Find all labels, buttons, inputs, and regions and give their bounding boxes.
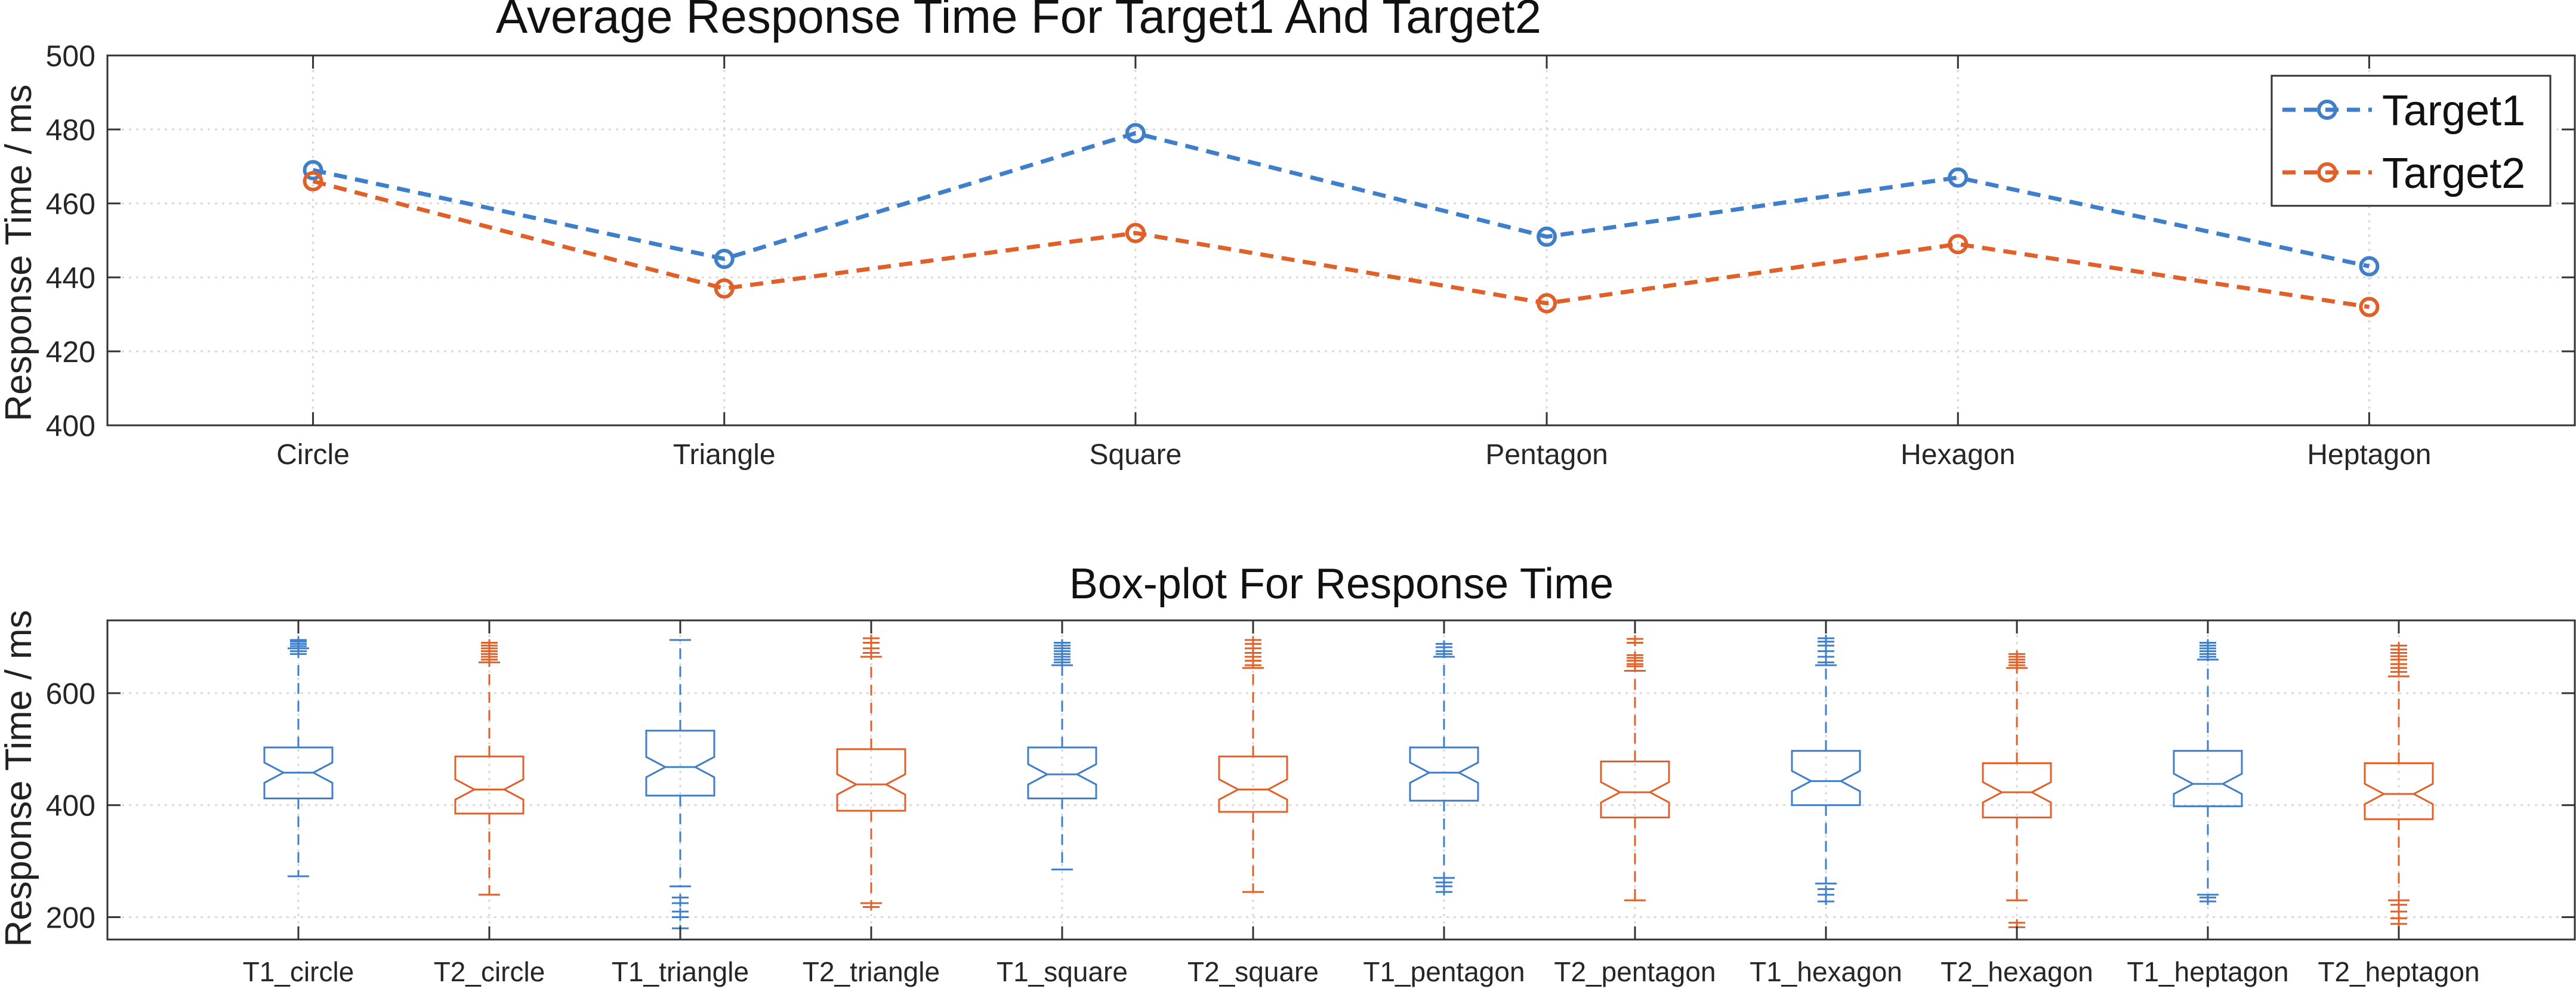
box-t1-square bbox=[1027, 639, 1097, 871]
box-t2-heptagon bbox=[2364, 642, 2434, 928]
line-chart-y-tick-label: 460 bbox=[46, 187, 95, 221]
line-chart-x-tick-label: Square bbox=[1090, 439, 1182, 471]
line-point-target1 bbox=[714, 249, 735, 269]
box-plot-background bbox=[107, 620, 2575, 940]
line-point-target2 bbox=[1948, 234, 1969, 255]
line-point-target2 bbox=[1125, 223, 1146, 243]
box-plot-x-tick-label: T1_square bbox=[997, 956, 1128, 987]
box-t2-square bbox=[1218, 636, 1288, 893]
box-t2-triangle bbox=[836, 635, 906, 911]
box-plot-plot-area: 200 400 600 T1_circle T2_circle T1_triangle T2… bbox=[46, 619, 2576, 987]
box-t1-hexagon bbox=[1791, 635, 1861, 906]
line-chart-legend bbox=[2270, 75, 2552, 207]
box-plot-x-tick-label: T1_circle bbox=[243, 956, 354, 987]
line-chart-x-tick-label: Hexagon bbox=[1901, 439, 2015, 471]
legend-label: Target1 bbox=[2382, 87, 2525, 135]
line-point-target1 bbox=[1948, 167, 1969, 188]
line-point-target2 bbox=[1537, 293, 1557, 314]
line-series-target1 bbox=[312, 131, 2370, 268]
box-plot-frame bbox=[106, 619, 2576, 941]
box-body bbox=[1600, 761, 1670, 818]
box-plot-x-tick-label: T2_circle bbox=[434, 956, 545, 987]
box-body bbox=[2364, 762, 2434, 820]
line-point-target1 bbox=[2359, 256, 2380, 277]
box-plot-x-tick-label: T2_square bbox=[1187, 956, 1319, 987]
line-chart-x-tick-label: Triangle bbox=[673, 439, 776, 471]
line-chart-plot-area: 400 420 440 460 480 500 Circle Triangle Square Pe… bbox=[46, 39, 2576, 471]
box-plot-x-tick-label: T2_heptagon bbox=[2318, 956, 2479, 987]
box-plot-x-tick-label: T1_hexagon bbox=[1750, 956, 1902, 987]
line-chart-title: Average Response Time For Target1 And Ta… bbox=[496, 0, 1541, 43]
box-plot-y-tick-label: 200 bbox=[46, 901, 95, 934]
box-body bbox=[454, 755, 525, 815]
line-chart-background bbox=[107, 55, 2575, 425]
line-point-target2 bbox=[2359, 296, 2380, 317]
line-series-target2 bbox=[312, 179, 2370, 310]
legend-swatch-marker bbox=[2317, 100, 2337, 120]
box-body bbox=[1409, 746, 1479, 802]
box-t2-pentagon bbox=[1600, 635, 1670, 901]
box-body bbox=[1791, 750, 1861, 806]
line-point-target2 bbox=[714, 278, 735, 299]
line-point-target2 bbox=[303, 171, 323, 191]
box-t1-circle bbox=[263, 636, 334, 877]
line-chart-y-tick-label: 480 bbox=[46, 113, 95, 147]
line-chart-y-tick-label: 500 bbox=[46, 39, 95, 73]
box-plot-title: Box-plot For Response Time bbox=[1069, 560, 1614, 608]
box-body bbox=[645, 730, 715, 797]
box-plot-x-tick-label: T2_triangle bbox=[803, 956, 940, 987]
box-plot-y-tick-label: 600 bbox=[46, 677, 95, 710]
line-point-target1 bbox=[1125, 123, 1146, 144]
box-plot-x-tick-label: T1_heptagon bbox=[2127, 956, 2288, 987]
box-body bbox=[263, 746, 334, 799]
box-plot-x-tick-label: T1_pentagon bbox=[1363, 956, 1525, 987]
line-chart-y-axis-label: Response Time / ms bbox=[0, 84, 39, 421]
box-plot-x-tick-label: T2_pentagon bbox=[1554, 956, 1716, 987]
legend-label: Target2 bbox=[2382, 150, 2525, 197]
box-plot-y-tick-label: 400 bbox=[46, 789, 95, 823]
line-chart-x-tick-label: Heptagon bbox=[2307, 439, 2431, 471]
line-chart-frame bbox=[106, 54, 2576, 427]
legend-swatch-marker bbox=[2317, 162, 2337, 183]
line-chart-x-tick-label: Pentagon bbox=[1485, 439, 1608, 471]
line-chart-y-tick-label: 420 bbox=[46, 335, 95, 369]
box-t2-circle bbox=[454, 639, 525, 896]
line-chart-y-tick-label: 440 bbox=[46, 261, 95, 295]
box-t2-hexagon bbox=[1982, 650, 2052, 931]
box-body bbox=[1982, 762, 2052, 818]
line-point-target1 bbox=[303, 160, 323, 181]
line-chart-x-tick-label: Circle bbox=[276, 439, 350, 471]
box-body bbox=[2173, 750, 2243, 808]
line-chart-y-tick-label: 400 bbox=[46, 409, 95, 443]
box-plot-x-tick-label: T1_triangle bbox=[612, 956, 749, 987]
box-t1-pentagon bbox=[1409, 640, 1479, 896]
box-body bbox=[836, 748, 906, 812]
box-plot-y-axis-label: Response Time / ms bbox=[0, 610, 39, 947]
box-t1-heptagon bbox=[2173, 639, 2243, 906]
box-body bbox=[1027, 746, 1097, 799]
box-plot-x-tick-label: T2_hexagon bbox=[1941, 956, 2093, 987]
box-body bbox=[1218, 755, 1288, 813]
line-point-target1 bbox=[1537, 226, 1557, 247]
